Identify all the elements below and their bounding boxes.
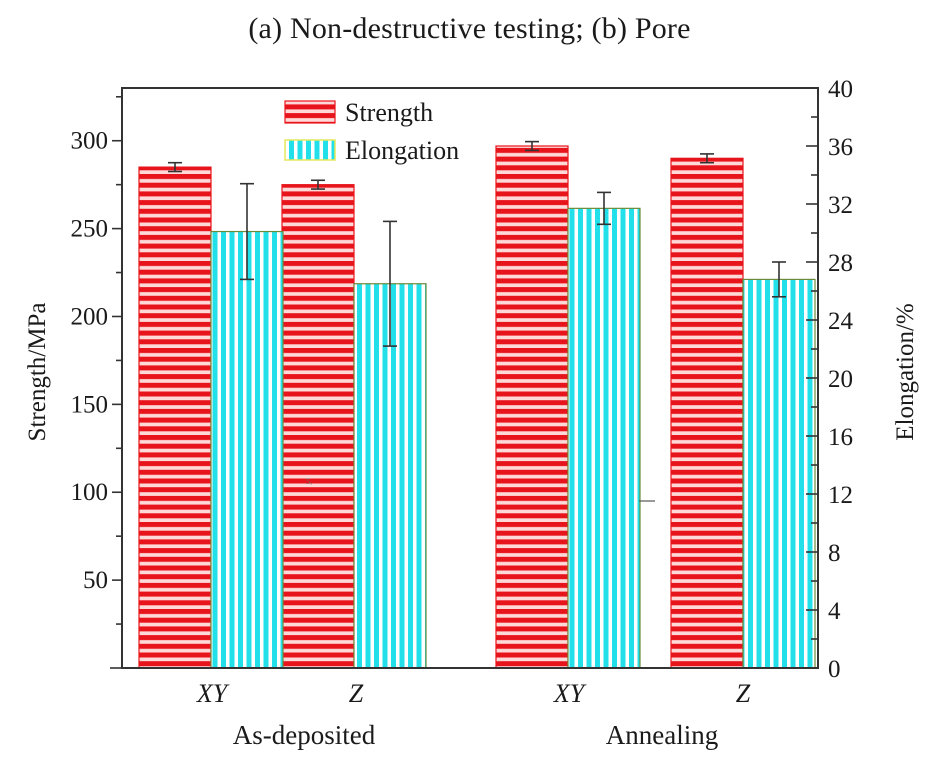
left-tick-label: 100 xyxy=(71,479,109,506)
elongation-bar-2 xyxy=(567,207,641,669)
strength-bar-0 xyxy=(138,166,212,669)
left-tick-label: 200 xyxy=(71,303,109,330)
left-tick-label: 50 xyxy=(83,567,108,594)
legend-item-elongation: Elongation xyxy=(284,136,459,165)
right-tick-label: 16 xyxy=(828,424,853,451)
strength-bar-2 xyxy=(495,145,569,669)
group-label: As-deposited xyxy=(233,720,376,750)
elongation-error-bar-0 xyxy=(240,182,254,281)
legend-item-strength: Strength xyxy=(284,98,433,127)
elongation-error-bar-1 xyxy=(383,220,397,347)
left-tick-label: 300 xyxy=(71,128,109,155)
group-label: Annealing xyxy=(606,720,718,750)
strength-error-bar-1 xyxy=(311,179,325,190)
stray-mark: 5ₓ xyxy=(306,477,313,486)
elongation-bar-3 xyxy=(742,278,816,669)
right-tick-label: 24 xyxy=(828,308,854,335)
elongation-bar-0 xyxy=(210,230,284,669)
right-tick-label: 28 xyxy=(828,250,853,277)
right-tick-label: 12 xyxy=(828,482,853,509)
y-axis-title: Strength/MPa xyxy=(24,303,51,442)
strength-bar-1 xyxy=(281,184,355,669)
right-tick-label: 32 xyxy=(828,192,853,219)
axes-layer: 50 100 150 200 250 300 0 4 8 12 16 20 24 28 32 36 40 xyxy=(71,76,854,683)
legend-swatch-strength xyxy=(284,100,336,124)
figure-caption: (a) Non-destructive testing; (b) Pore xyxy=(248,12,691,45)
legend-label-elongation: Elongation xyxy=(345,136,459,165)
category-label: Z xyxy=(736,679,751,708)
error-bars-layer xyxy=(168,140,786,347)
right-tick-label: 20 xyxy=(828,366,853,393)
strength-bar-3 xyxy=(670,157,744,669)
legend-label-strength: Strength xyxy=(345,98,433,127)
category-label: XY xyxy=(553,679,587,708)
right-tick-label: 0 xyxy=(828,656,841,683)
category-label: XY xyxy=(196,679,230,708)
legend-swatch-elongation xyxy=(284,139,336,161)
right-tick-label: 36 xyxy=(828,134,853,161)
elongation-error-bar-2 xyxy=(597,191,611,226)
legend: Strength Elongation xyxy=(284,98,459,165)
elongation-error-bar-3 xyxy=(772,261,786,298)
left-tick-label: 250 xyxy=(71,216,109,243)
labels-layer: Strength/MPa Elongation/% XY Z XY Z As-deposit… xyxy=(24,303,919,750)
category-label: Z xyxy=(349,679,364,708)
strength-error-bar-0 xyxy=(168,161,182,173)
right-tick-label: 4 xyxy=(828,598,841,625)
elongation-bar-1 xyxy=(353,283,427,669)
bars-layer xyxy=(138,145,816,669)
left-tick-label: 150 xyxy=(71,391,109,418)
y2-axis-title: Elongation/% xyxy=(892,303,919,440)
right-tick-label: 40 xyxy=(828,76,853,103)
right-tick-label: 8 xyxy=(828,540,841,567)
strength-error-bar-3 xyxy=(700,153,714,164)
strength-error-bar-2 xyxy=(525,140,539,152)
